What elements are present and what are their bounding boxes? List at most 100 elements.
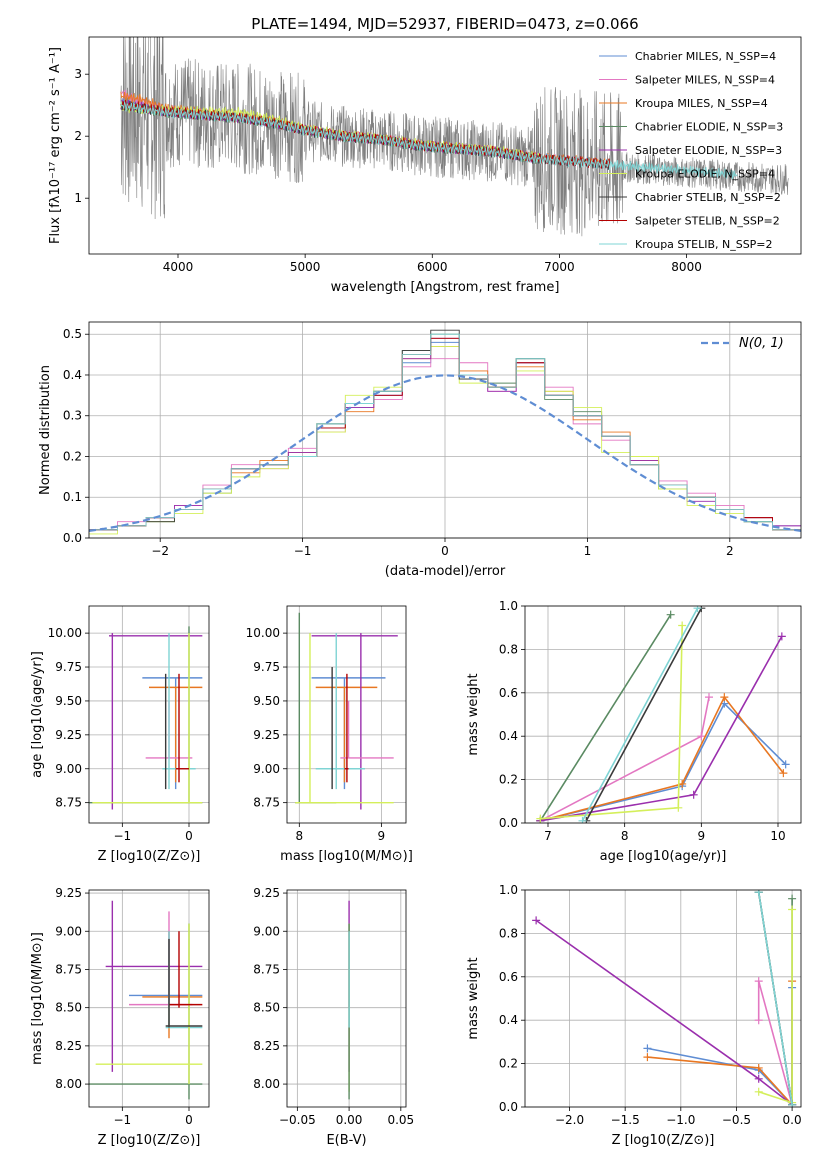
y-tick-label: 1.0 bbox=[499, 883, 518, 897]
y-tick-label: 8.00 bbox=[55, 1077, 82, 1091]
x-tick-label: 0 bbox=[185, 829, 193, 843]
errorbar bbox=[165, 931, 203, 1029]
axes-frame bbox=[88, 889, 210, 1108]
y-axis-label: age [log10(age/yr)] bbox=[30, 651, 45, 778]
series-point bbox=[720, 693, 729, 702]
y-tick-label: 1.0 bbox=[499, 599, 518, 613]
plot-area-residuals bbox=[89, 329, 801, 535]
legend-label: Salpeter ELODIE, N_SSP=3 bbox=[635, 144, 782, 157]
y-tick-label: 8.75 bbox=[55, 796, 82, 810]
panel-age-vs-Z: −1 0 8.75 9.00 9.25 9.50 9.75 10.00 Z [log10(Z/Z… bbox=[30, 605, 210, 864]
series-point bbox=[678, 621, 687, 630]
axes-frame bbox=[524, 889, 802, 1108]
series-point bbox=[754, 1074, 763, 1083]
axes-frame bbox=[88, 321, 802, 539]
plot-area-age-vs-mass bbox=[295, 612, 398, 810]
errorbar bbox=[295, 633, 394, 804]
series-point bbox=[754, 1087, 763, 1096]
series-point bbox=[666, 610, 675, 619]
y-axis-label: mass weight bbox=[466, 957, 481, 1039]
y-tick-label: 9.75 bbox=[55, 660, 82, 674]
errorbar bbox=[142, 677, 203, 790]
axes-frame bbox=[286, 605, 407, 824]
y-tick-label: 9.25 bbox=[55, 886, 82, 900]
errorbar bbox=[311, 633, 398, 810]
x-tick-label: 8 bbox=[621, 829, 629, 843]
legend: Chabrier MILES, N_SSP=4 Salpeter MILES, N… bbox=[599, 50, 783, 251]
legend-label: Chabrier ELODIE, N_SSP=3 bbox=[635, 121, 783, 134]
x-tick-label: 8 bbox=[295, 829, 303, 843]
x-tick-label: 9 bbox=[378, 829, 386, 843]
panel-mass-weight-vs-Z: −2.0 −1.5 −1.0 −0.5 0.0 0.0 0.2 0.4 0.6 0.8 1.0 Z [… bbox=[466, 883, 802, 1148]
series-line bbox=[535, 919, 793, 1106]
series-point bbox=[779, 769, 788, 778]
errorbar bbox=[89, 923, 203, 1100]
y-tick-label: 9.25 bbox=[253, 886, 280, 900]
series-point bbox=[788, 894, 797, 903]
x-tick-label: −1.0 bbox=[666, 1113, 695, 1127]
series-point bbox=[705, 693, 713, 702]
legend-label: Chabrier MILES, N_SSP=4 bbox=[635, 50, 776, 63]
x-axis-label: age [log10(age/yr)] bbox=[600, 849, 727, 864]
errorbar bbox=[92, 633, 203, 804]
y-tick-label: 3 bbox=[74, 67, 82, 81]
errorbar bbox=[315, 633, 365, 790]
y-tick-label: 9.25 bbox=[55, 728, 82, 742]
plot-area-mass-weight-vs-age bbox=[536, 606, 790, 823]
y-tick-label: 0.2 bbox=[499, 773, 518, 787]
y-tick-label: 1 bbox=[74, 191, 82, 205]
chart-title: PLATE=1494, MJD=52937, FIBERID=0473, z=0… bbox=[251, 15, 638, 33]
y-tick-label: 0.2 bbox=[63, 449, 82, 463]
y-tick-label: 9.00 bbox=[253, 924, 280, 938]
y-tick-label: 8.50 bbox=[55, 1001, 82, 1015]
series-line bbox=[585, 607, 703, 822]
y-tick-label: 8.00 bbox=[253, 1077, 280, 1091]
y-tick-label: 0.5 bbox=[63, 327, 82, 341]
x-axis-label: (data-model)/error bbox=[385, 564, 506, 579]
x-tick-label: 0 bbox=[185, 1113, 193, 1127]
y-tick-label: 8.50 bbox=[253, 1001, 280, 1015]
x-tick-label: 8000 bbox=[671, 260, 702, 274]
y-axis-label: mass [log10(M/M⊙)] bbox=[30, 932, 45, 1065]
errorbar bbox=[142, 931, 203, 1039]
plot-area-mass-vs-Z bbox=[89, 900, 203, 1100]
gaussian-curve bbox=[89, 374, 801, 532]
series-point bbox=[697, 732, 706, 741]
series-point bbox=[674, 803, 683, 812]
errorbar bbox=[340, 700, 394, 759]
y-axis-label: Flux [fλ10⁻¹⁷ erg cm⁻² s⁻¹ A⁻¹] bbox=[48, 47, 63, 244]
errorbar bbox=[295, 612, 337, 804]
panel-age-vs-mass: 8 9 8.75 9.00 9.25 9.50 9.75 10.00 mass [log10(M… bbox=[246, 605, 413, 864]
series-point bbox=[781, 760, 790, 769]
y-tick-label: 8.25 bbox=[55, 1039, 82, 1053]
series-line bbox=[539, 614, 672, 822]
legend-label: Kroupa ELODIE, N_SSP=4 bbox=[635, 168, 775, 181]
errorbar bbox=[175, 673, 189, 783]
x-tick-label: −1 bbox=[294, 544, 312, 558]
y-tick-label: 9.50 bbox=[253, 694, 280, 708]
x-tick-label: 2 bbox=[726, 544, 734, 558]
y-tick-label: 9.00 bbox=[253, 762, 280, 776]
y-tick-label: 9.50 bbox=[55, 694, 82, 708]
series-point bbox=[536, 814, 545, 823]
y-tick-label: 0.4 bbox=[499, 1013, 518, 1027]
y-tick-label: 9.75 bbox=[253, 660, 280, 674]
y-tick-label: 9.25 bbox=[253, 728, 280, 742]
errorbar bbox=[109, 633, 203, 810]
legend-label: Chabrier STELIB, N_SSP=2 bbox=[635, 191, 781, 204]
legend-label: Salpeter STELIB, N_SSP=2 bbox=[635, 215, 780, 228]
y-tick-label: 0.6 bbox=[499, 686, 518, 700]
x-tick-label: −1 bbox=[113, 1113, 131, 1127]
series-point bbox=[754, 977, 763, 986]
series-line bbox=[540, 636, 783, 822]
axes-frame bbox=[88, 605, 210, 824]
series-point bbox=[788, 905, 797, 914]
x-axis-label: Z [log10(Z/Z⊙)] bbox=[98, 849, 201, 864]
x-tick-label: 0.05 bbox=[387, 1113, 414, 1127]
histogram-step bbox=[89, 346, 801, 535]
histogram-step bbox=[89, 333, 801, 531]
plot-area-age-vs-Z bbox=[89, 626, 203, 810]
y-tick-label: 10.00 bbox=[48, 626, 82, 640]
plot-area-spectrum bbox=[120, 37, 789, 237]
series-point bbox=[788, 1100, 797, 1107]
